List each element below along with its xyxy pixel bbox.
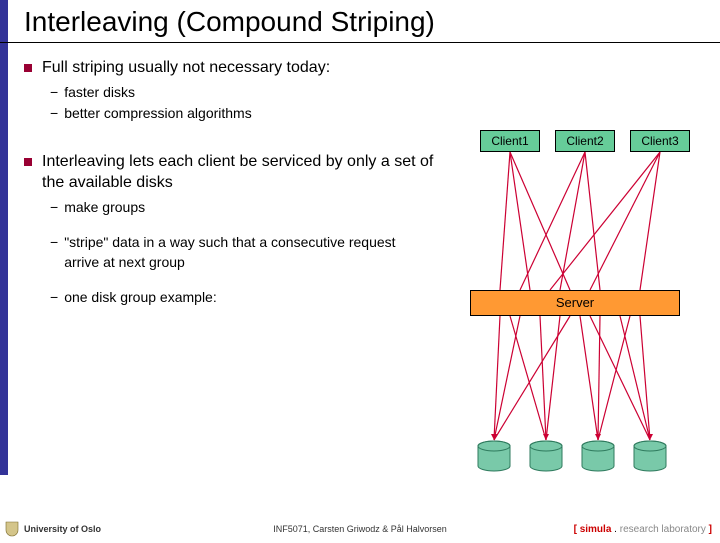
- sub-text: better compression algorithms: [64, 104, 252, 124]
- server-box: Server: [470, 290, 680, 316]
- bullet-text: Interleaving lets each client be service…: [42, 152, 434, 194]
- sub-text: make groups: [64, 198, 145, 218]
- sub-item: −one disk group example:: [50, 288, 434, 308]
- sub-list: −faster disks −better compression algori…: [50, 83, 434, 124]
- sub-text: one disk group example:: [64, 288, 217, 308]
- bullet-text: Full striping usually not necessary toda…: [42, 58, 330, 79]
- title-area: Interleaving (Compound Striping): [0, 0, 720, 43]
- client-box: Client1: [480, 130, 540, 152]
- dash-icon: −: [50, 83, 58, 103]
- bullet-item: Interleaving lets each client be service…: [24, 152, 434, 194]
- bullet-item: Full striping usually not necessary toda…: [24, 58, 434, 79]
- sub-item: −"stripe" data in a way such that a cons…: [50, 233, 434, 272]
- sub-item: −make groups: [50, 198, 434, 218]
- sub-list: −make groups −"stripe" data in a way suc…: [50, 198, 434, 308]
- dash-icon: −: [50, 104, 58, 124]
- diagram-area: Client1 Client2 Client3 Server: [440, 120, 710, 480]
- bullet-icon: [24, 158, 32, 166]
- left-accent-bar: [0, 0, 8, 475]
- sub-item: −better compression algorithms: [50, 104, 434, 124]
- disk-icon: [580, 440, 616, 474]
- dash-icon: −: [50, 233, 58, 272]
- dash-icon: −: [50, 198, 58, 218]
- footer: University of Oslo INF5071, Carsten Griw…: [0, 518, 720, 540]
- bullet-icon: [24, 64, 32, 72]
- disk-icon: [632, 440, 668, 474]
- page-title: Interleaving (Compound Striping): [24, 6, 720, 38]
- footer-simula: [ simula . research laboratory ]: [574, 524, 712, 535]
- content-area: Full striping usually not necessary toda…: [24, 58, 434, 310]
- disk-icon: [476, 440, 512, 474]
- sub-item: −faster disks: [50, 83, 434, 103]
- sub-text: "stripe" data in a way such that a conse…: [64, 233, 434, 272]
- client-box: Client3: [630, 130, 690, 152]
- sub-text: faster disks: [64, 83, 135, 103]
- dash-icon: −: [50, 288, 58, 308]
- disk-icon: [528, 440, 564, 474]
- client-box: Client2: [555, 130, 615, 152]
